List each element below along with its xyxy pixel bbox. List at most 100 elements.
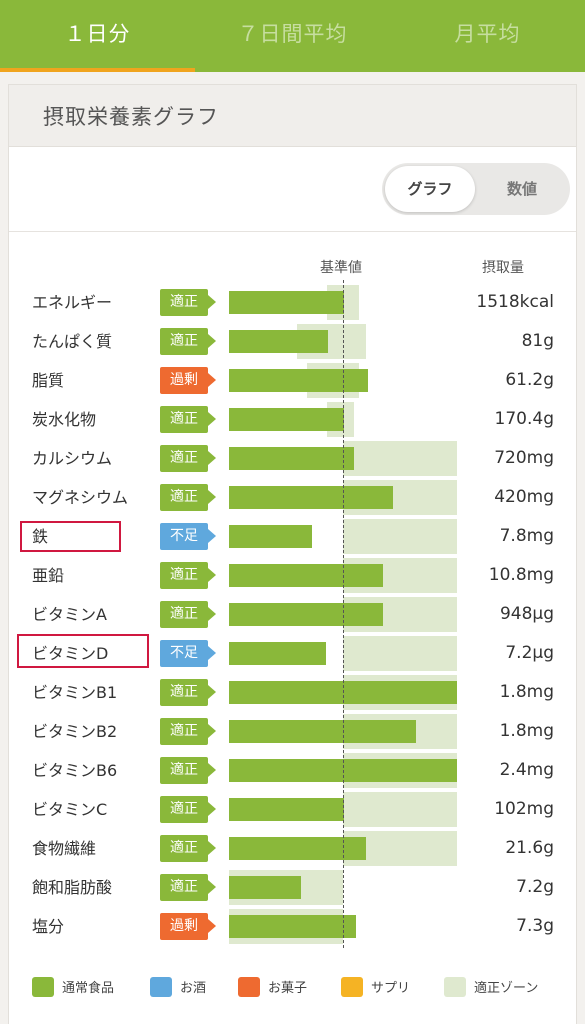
status-badge: 不足 — [160, 640, 216, 667]
nutrient-row: ビタミンB1 適正 1.8mg — [0, 673, 585, 712]
intake-bar — [229, 525, 313, 548]
legend-label: 通常食品 — [62, 981, 115, 996]
legend-swatch — [32, 977, 54, 997]
intake-value: 2.4mg — [499, 760, 554, 780]
legend-item-snacks: お菓子 — [238, 976, 307, 1002]
highlight-box-iron — [20, 521, 121, 552]
intake-bar — [229, 408, 345, 431]
active-tab-indicator — [0, 68, 195, 72]
view-toggle: グラフ 数値 — [382, 163, 570, 215]
intake-value: 7.2μg — [505, 643, 554, 663]
reference-line — [343, 280, 344, 948]
intake-bar — [229, 720, 416, 743]
adequate-zone-band — [343, 441, 457, 476]
nutrient-name: マグネシウム — [32, 488, 129, 507]
legend-item-supplements: サプリ — [341, 976, 410, 1002]
toggle-values-button[interactable]: 数値 — [506, 180, 537, 198]
card-title: 摂取栄養素グラフ — [43, 105, 219, 129]
nutrient-row: 塩分 過剰 7.3g — [0, 907, 585, 946]
nutrient-name: カルシウム — [32, 449, 113, 468]
adequate-zone-band — [343, 792, 457, 827]
nutrient-name: 脂質 — [32, 371, 65, 390]
nutrient-row: エネルギー 適正 1518kcal — [0, 283, 585, 322]
intake-value: 7.3g — [516, 916, 554, 936]
nutrient-name: ビタミンB1 — [32, 683, 118, 702]
nutrient-row: 飽和脂肪酸 適正 7.2g — [0, 868, 585, 907]
intake-bar — [229, 486, 394, 509]
card-header: 摂取栄養素グラフ — [9, 85, 576, 147]
intake-bar — [229, 876, 301, 899]
nutrient-name: ビタミンD — [32, 644, 109, 663]
intake-value: 1518kcal — [476, 292, 554, 312]
intake-value: 420mg — [494, 487, 554, 507]
status-badge: 適正 — [160, 718, 216, 745]
intake-value: 21.6g — [505, 838, 554, 858]
status-badge: 過剰 — [160, 367, 216, 394]
intake-value: 61.2g — [505, 370, 554, 390]
tab-monthly-average[interactable]: 月平均 — [454, 22, 521, 46]
status-badge: 適正 — [160, 757, 216, 784]
nutrient-name: ビタミンB2 — [32, 722, 118, 741]
highlight-box-vitamin-d — [17, 634, 149, 668]
intake-bar — [229, 330, 329, 353]
nutrient-name: 亜鉛 — [32, 566, 65, 585]
legend-label: お菓子 — [268, 981, 308, 996]
legend-swatch — [238, 977, 260, 997]
nutrient-name: 炭水化物 — [32, 410, 97, 429]
legend-item-alcohol: お酒 — [150, 976, 206, 1002]
nutrient-row: カルシウム 適正 720mg — [0, 439, 585, 478]
nutrient-graph-card: 摂取栄養素グラフ グラフ 数値 — [8, 84, 577, 1024]
nutrient-row: 食物繊維 適正 21.6g — [0, 829, 585, 868]
nutrient-name: ビタミンA — [32, 605, 107, 624]
nutrient-row: ビタミンC 適正 102mg — [0, 790, 585, 829]
legend-label: 適正ゾーン — [474, 981, 539, 996]
legend-label: サプリ — [371, 981, 411, 996]
status-badge: 適正 — [160, 289, 216, 316]
intake-column-header: 摂取量 — [482, 260, 524, 276]
status-badge: 過剰 — [160, 913, 216, 940]
intake-value: 720mg — [494, 448, 554, 468]
intake-value: 170.4g — [494, 409, 554, 429]
nutrient-name: 飽和脂肪酸 — [32, 878, 113, 897]
divider — [9, 231, 576, 232]
intake-value: 948μg — [499, 604, 554, 624]
nutrient-row: ビタミンD 不足 7.2μg — [0, 634, 585, 673]
legend: 通常食品 お酒 お菓子 サプリ 適正ゾーン — [0, 976, 585, 1002]
intake-value: 7.2g — [516, 877, 554, 897]
nutrient-row: 亜鉛 適正 10.8mg — [0, 556, 585, 595]
nutrient-name: エネルギー — [32, 293, 113, 312]
intake-value: 1.8mg — [499, 721, 554, 741]
reference-column-header: 基準値 — [320, 260, 362, 276]
status-badge: 適正 — [160, 874, 216, 901]
nutrient-name: たんぱく質 — [32, 332, 113, 351]
nutrient-name: ビタミンC — [32, 800, 108, 819]
legend-swatch — [341, 977, 363, 997]
legend-swatch — [150, 977, 172, 997]
intake-value: 102mg — [494, 799, 554, 819]
status-badge: 適正 — [160, 484, 216, 511]
tab-seven-day-average[interactable]: ７日間平均 — [237, 22, 348, 46]
legend-label: お酒 — [180, 981, 207, 996]
legend-swatch — [444, 977, 466, 997]
intake-bar — [229, 798, 345, 821]
status-badge: 適正 — [160, 601, 216, 628]
nutrient-row: たんぱく質 適正 81g — [0, 322, 585, 361]
intake-bar — [229, 291, 345, 314]
nutrient-row: 炭水化物 適正 170.4g — [0, 400, 585, 439]
status-badge: 適正 — [160, 796, 216, 823]
intake-bar — [229, 369, 369, 392]
adequate-zone-band — [343, 636, 457, 671]
nutrient-row: ビタミンA 適正 948μg — [0, 595, 585, 634]
tab-one-day[interactable]: １日分 — [64, 22, 131, 46]
status-badge: 不足 — [160, 523, 216, 550]
legend-item-normal-food: 通常食品 — [32, 976, 114, 1002]
legend-item-adequate-zone: 適正ゾーン — [444, 976, 538, 1002]
nutrient-name: ビタミンB6 — [32, 761, 118, 780]
nutrient-name: 鉄 — [32, 527, 49, 546]
nutrient-name: 塩分 — [32, 917, 65, 936]
intake-value: 81g — [521, 331, 554, 351]
toggle-graph-button[interactable]: グラフ — [385, 166, 475, 212]
nutrient-row: ビタミンB6 適正 2.4mg — [0, 751, 585, 790]
adequate-zone-band — [343, 519, 457, 554]
nutrient-name: 食物繊維 — [32, 839, 97, 858]
